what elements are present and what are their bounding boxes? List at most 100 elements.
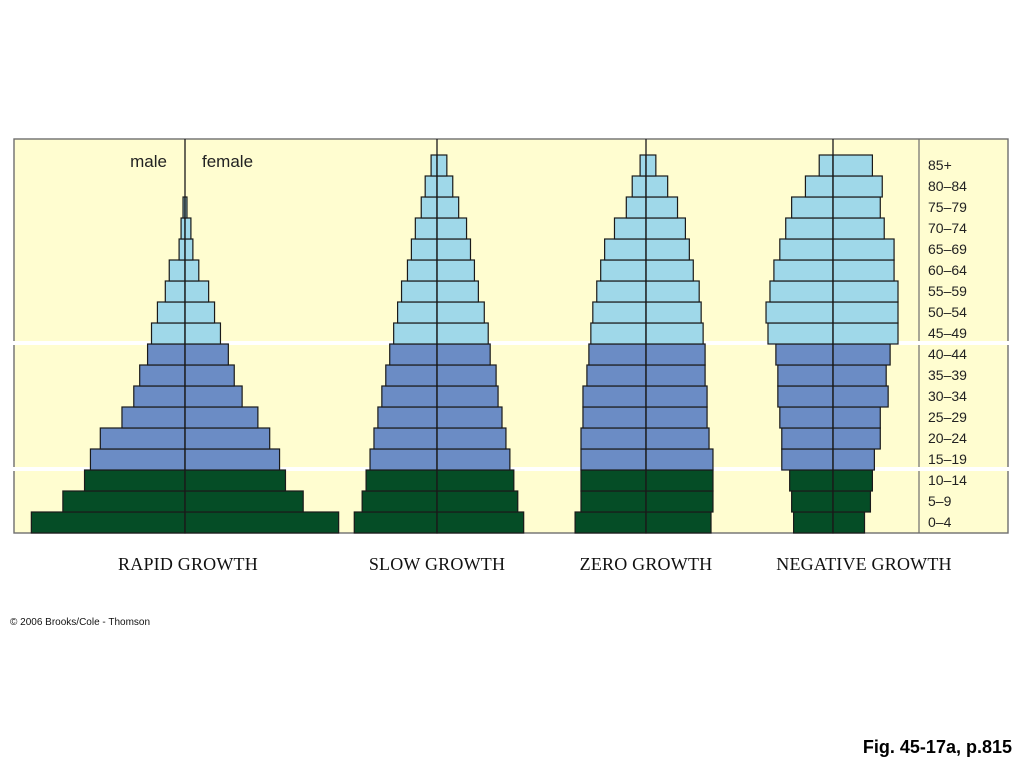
bar-4-female-11 [832, 280, 899, 303]
bar-3-female-6 [645, 385, 708, 408]
age-label-8: 40–44 [928, 346, 967, 362]
bar-2-male-9 [393, 322, 438, 345]
bar-4-female-15 [832, 196, 881, 219]
bar-1-male-1 [62, 490, 186, 513]
bar-3-male-8 [588, 343, 647, 366]
bar-4-female-14 [832, 217, 885, 240]
bar-4-male-5 [779, 406, 834, 429]
bar-3-male-3 [580, 448, 647, 471]
bar-2-female-10 [436, 301, 485, 324]
bar-4-male-14 [785, 217, 834, 240]
bar-2-male-12 [406, 259, 438, 282]
bar-1-male-9 [150, 322, 186, 345]
age-label-17: 85+ [928, 157, 952, 173]
bar-3-female-17 [645, 154, 657, 177]
bar-2-male-8 [389, 343, 438, 366]
bar-1-male-11 [164, 280, 186, 303]
bar-3-male-16 [631, 175, 647, 198]
bar-4-male-12 [773, 259, 834, 282]
bar-3-male-0 [574, 511, 647, 534]
bar-2-female-6 [436, 385, 499, 408]
age-label-0: 0–4 [928, 514, 952, 530]
bar-3-female-15 [645, 196, 679, 219]
bar-3-female-13 [645, 238, 690, 261]
bar-4-male-2 [789, 469, 834, 492]
bar-3-female-1 [645, 490, 714, 513]
bar-3-female-4 [645, 427, 710, 450]
age-label-10: 50–54 [928, 304, 967, 320]
bar-1-female-9 [184, 322, 222, 345]
bar-4-male-0 [792, 511, 834, 534]
bar-4-female-6 [832, 385, 889, 408]
bar-4-female-3 [832, 448, 875, 471]
age-label-3: 15–19 [928, 451, 967, 467]
bar-3-female-5 [645, 406, 708, 429]
bar-3-female-8 [645, 343, 706, 366]
bar-2-female-0 [436, 511, 525, 534]
bar-2-male-10 [397, 301, 438, 324]
bar-2-male-0 [353, 511, 438, 534]
bar-1-male-8 [146, 343, 186, 366]
panel-title-rapid: RAPID GROWTH [118, 554, 258, 574]
pyramid-center-axes [184, 139, 834, 533]
age-label-11: 55–59 [928, 283, 967, 299]
bar-1-female-6 [184, 385, 243, 408]
bar-4-male-8 [775, 343, 834, 366]
bar-3-female-7 [645, 364, 706, 387]
age-label-13: 65–69 [928, 241, 967, 257]
bar-1-female-5 [184, 406, 259, 429]
bar-2-male-2 [365, 469, 438, 492]
bar-2-male-6 [381, 385, 438, 408]
bar-2-female-13 [436, 238, 472, 261]
bar-3-male-12 [600, 259, 647, 282]
bar-2-female-16 [436, 175, 454, 198]
bar-3-male-6 [582, 385, 647, 408]
bar-4-female-4 [832, 427, 881, 450]
bar-3-male-14 [613, 217, 647, 240]
bar-3-male-13 [604, 238, 647, 261]
bar-3-male-11 [596, 280, 647, 303]
bar-3-female-11 [645, 280, 700, 303]
bar-1-male-12 [168, 259, 186, 282]
bar-1-female-11 [184, 280, 210, 303]
bar-4-female-17 [832, 154, 874, 177]
bar-1-male-10 [156, 301, 186, 324]
bar-2-female-3 [436, 448, 511, 471]
bar-2-female-12 [436, 259, 476, 282]
bar-4-male-6 [777, 385, 834, 408]
age-label-5: 25–29 [928, 409, 967, 425]
panel-title-slow: SLOW GROWTH [369, 554, 505, 574]
bar-3-male-10 [592, 301, 647, 324]
bar-1-male-5 [121, 406, 186, 429]
bar-1-male-0 [30, 511, 186, 534]
bar-3-male-4 [580, 427, 647, 450]
bar-1-female-1 [184, 490, 304, 513]
bar-3-male-5 [582, 406, 647, 429]
panel-title-negative: NEGATIVE GROWTH [776, 554, 951, 574]
bar-4-female-9 [832, 322, 899, 345]
bar-2-female-11 [436, 280, 479, 303]
age-label-2: 10–14 [928, 472, 967, 488]
bar-1-female-14 [184, 217, 192, 240]
bar-4-female-1 [832, 490, 872, 513]
bar-2-female-5 [436, 406, 503, 429]
bar-4-female-10 [832, 301, 899, 324]
bar-1-female-0 [184, 511, 340, 534]
bar-4-male-9 [767, 322, 834, 345]
bar-1-female-3 [184, 448, 281, 471]
bar-4-female-0 [832, 511, 866, 534]
age-label-14: 70–74 [928, 220, 967, 236]
bar-2-female-8 [436, 343, 491, 366]
bar-2-female-17 [436, 154, 448, 177]
bar-4-female-5 [832, 406, 881, 429]
bar-2-male-7 [385, 364, 438, 387]
bar-4-female-7 [832, 364, 887, 387]
bar-4-male-13 [779, 238, 834, 261]
bar-2-male-5 [377, 406, 438, 429]
bar-3-male-7 [586, 364, 647, 387]
bar-4-male-11 [769, 280, 834, 303]
bar-1-female-10 [184, 301, 216, 324]
copyright-notice: © 2006 Brooks/Cole - Thomson [10, 617, 151, 628]
bar-1-female-12 [184, 259, 200, 282]
